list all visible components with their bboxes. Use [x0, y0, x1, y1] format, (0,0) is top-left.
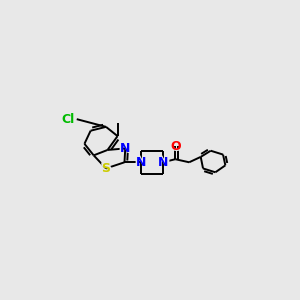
Text: N: N: [158, 156, 168, 169]
Text: N: N: [120, 142, 130, 155]
Text: S: S: [100, 159, 112, 177]
Text: S: S: [101, 162, 110, 175]
Text: N: N: [118, 140, 133, 158]
Text: N: N: [133, 153, 148, 171]
Text: O: O: [168, 137, 183, 155]
Text: N: N: [136, 156, 146, 169]
Text: Cl: Cl: [55, 110, 74, 128]
Text: Cl: Cl: [61, 113, 74, 126]
Text: O: O: [170, 140, 181, 153]
Text: N: N: [155, 153, 170, 171]
